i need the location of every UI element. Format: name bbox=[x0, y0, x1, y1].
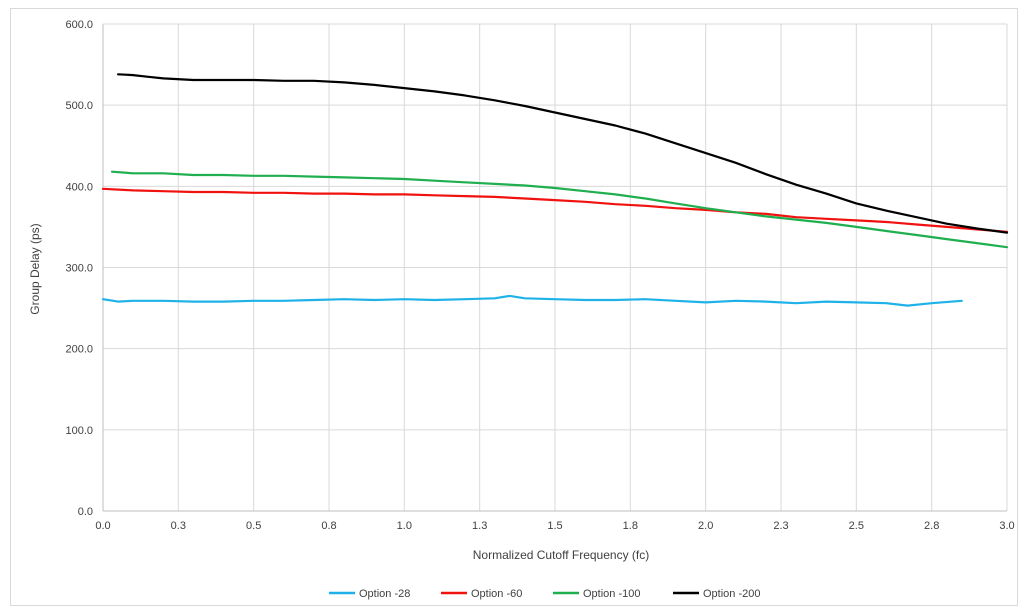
x-axis-title: Normalized Cutoff Frequency (fc) bbox=[473, 548, 650, 562]
legend: Option -28 Option -60 Option -100 Option -2… bbox=[329, 588, 760, 600]
x-tick-label: 1.8 bbox=[623, 520, 638, 532]
x-tick-label: 3.0 bbox=[999, 520, 1014, 532]
series-layer bbox=[101, 73, 1009, 307]
y-tick-label: 100.0 bbox=[65, 425, 93, 437]
y-tick-label: 200.0 bbox=[65, 344, 93, 356]
legend-label-4: Option -200 bbox=[703, 588, 760, 600]
x-tick-label: 0.0 bbox=[95, 520, 110, 532]
y-tick-label: 400.0 bbox=[65, 181, 93, 193]
y-tick-label: 0.0 bbox=[78, 506, 93, 518]
x-tick-label: 2.8 bbox=[924, 520, 939, 532]
legend-label-3: Option -100 bbox=[583, 588, 640, 600]
y-tick-label: 300.0 bbox=[65, 263, 93, 275]
y-tick-label: 500.0 bbox=[65, 100, 93, 112]
x-tick-label: 1.3 bbox=[472, 520, 487, 532]
series-line-4 bbox=[116, 73, 1009, 234]
x-tick-label: 1.5 bbox=[547, 520, 562, 532]
chart-frame: 0.0 100.0 200.0 300.0 400.0 500.0 600.0 0.0 0.3 0… bbox=[10, 8, 1018, 606]
x-tick-label: 1.0 bbox=[397, 520, 412, 532]
series-line-2 bbox=[101, 187, 1009, 233]
grid-layer bbox=[103, 23, 1008, 511]
x-tick-label: 2.3 bbox=[773, 520, 788, 532]
x-tick-label: 2.0 bbox=[698, 520, 713, 532]
x-tick-label: 0.3 bbox=[171, 520, 186, 532]
legend-label-1: Option -28 bbox=[359, 588, 410, 600]
series-line-3 bbox=[110, 170, 1009, 249]
axis-layer: 0.0 100.0 200.0 300.0 400.0 500.0 600.0 0.0 0.3 0… bbox=[65, 19, 1014, 532]
x-tick-label: 0.8 bbox=[321, 520, 336, 532]
series-line-1 bbox=[101, 294, 963, 307]
legend-label-2: Option -60 bbox=[471, 588, 522, 600]
x-tick-label: 0.5 bbox=[246, 520, 261, 532]
y-tick-label: 600.0 bbox=[65, 19, 93, 31]
line-chart: 0.0 100.0 200.0 300.0 400.0 500.0 600.0 0.0 0.3 0… bbox=[28, 19, 1015, 600]
x-tick-label: 2.5 bbox=[849, 520, 864, 532]
y-axis-title: Group Delay (ps) bbox=[28, 223, 42, 314]
